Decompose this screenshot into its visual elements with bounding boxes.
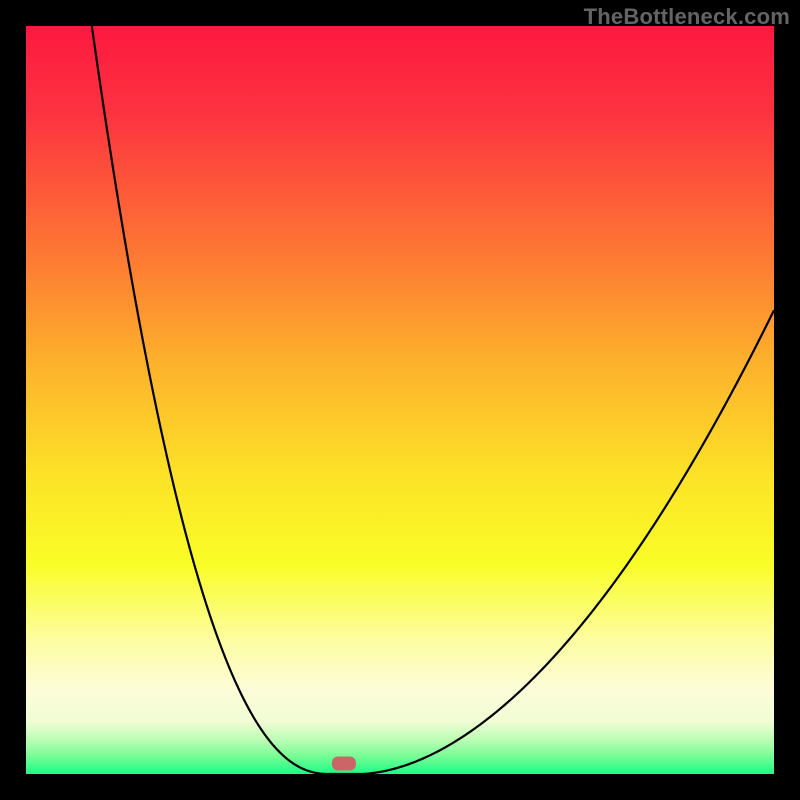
- chart-frame: TheBottleneck.com: [0, 0, 800, 800]
- bottleneck-chart: [0, 0, 800, 800]
- gradient-plot-area: [26, 26, 774, 774]
- optimal-point-marker: [332, 757, 356, 771]
